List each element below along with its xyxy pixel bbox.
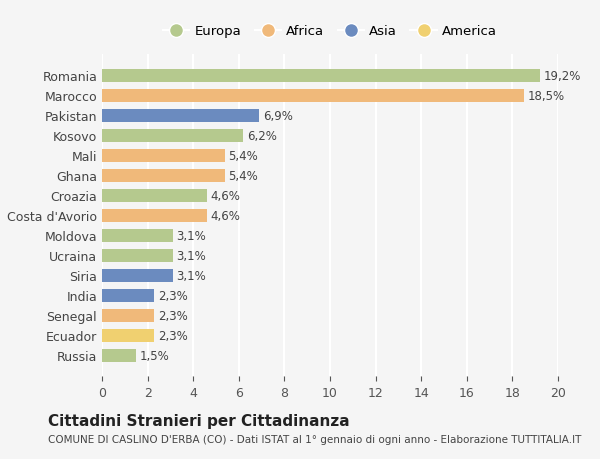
Text: 2,3%: 2,3% bbox=[158, 329, 188, 342]
Text: 6,9%: 6,9% bbox=[263, 110, 293, 123]
Text: 3,1%: 3,1% bbox=[176, 229, 206, 242]
Bar bbox=[102, 150, 225, 162]
Text: 5,4%: 5,4% bbox=[229, 150, 258, 162]
Bar bbox=[102, 70, 540, 83]
Text: 1,5%: 1,5% bbox=[140, 349, 169, 362]
Text: 19,2%: 19,2% bbox=[543, 70, 581, 83]
Bar bbox=[102, 90, 524, 102]
Bar bbox=[102, 229, 173, 242]
Text: 3,1%: 3,1% bbox=[176, 249, 206, 262]
Bar bbox=[102, 189, 207, 202]
Text: 3,1%: 3,1% bbox=[176, 269, 206, 282]
Legend: Europa, Africa, Asia, America: Europa, Africa, Asia, America bbox=[158, 20, 502, 44]
Text: 6,2%: 6,2% bbox=[247, 129, 277, 142]
Bar bbox=[102, 289, 154, 302]
Bar bbox=[102, 349, 136, 362]
Bar bbox=[102, 249, 173, 262]
Text: Cittadini Stranieri per Cittadinanza: Cittadini Stranieri per Cittadinanza bbox=[48, 413, 350, 428]
Text: 18,5%: 18,5% bbox=[527, 90, 565, 103]
Text: 4,6%: 4,6% bbox=[211, 209, 240, 222]
Bar bbox=[102, 329, 154, 342]
Bar bbox=[102, 209, 207, 222]
Text: 4,6%: 4,6% bbox=[211, 189, 240, 202]
Text: 5,4%: 5,4% bbox=[229, 169, 258, 182]
Bar bbox=[102, 309, 154, 322]
Bar bbox=[102, 169, 225, 182]
Bar bbox=[102, 129, 244, 142]
Text: COMUNE DI CASLINO D'ERBA (CO) - Dati ISTAT al 1° gennaio di ogni anno - Elaboraz: COMUNE DI CASLINO D'ERBA (CO) - Dati IST… bbox=[48, 434, 581, 444]
Bar bbox=[102, 269, 173, 282]
Text: 2,3%: 2,3% bbox=[158, 289, 188, 302]
Text: 2,3%: 2,3% bbox=[158, 309, 188, 322]
Bar bbox=[102, 110, 259, 123]
